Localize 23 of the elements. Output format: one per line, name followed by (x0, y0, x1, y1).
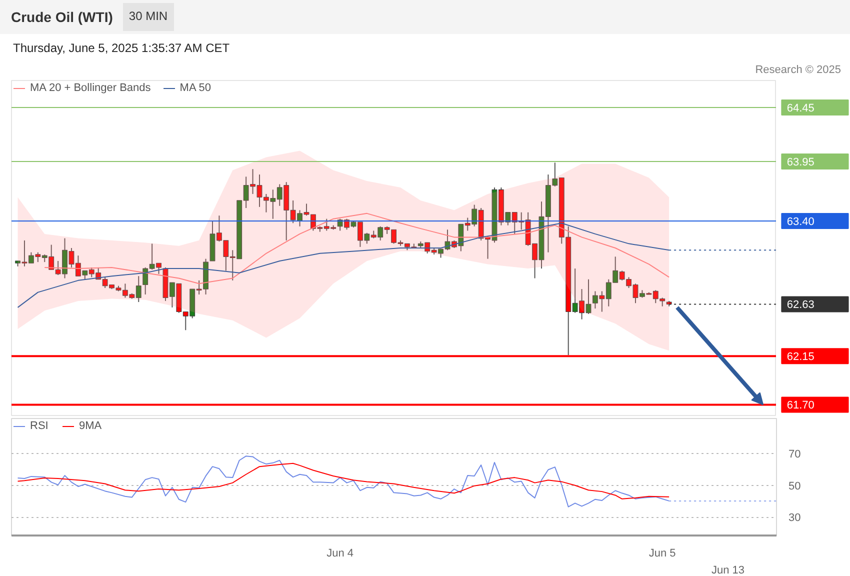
legend-label: 9MA (79, 420, 102, 432)
chart-subtitle: Thursday, June 5, 2025 1:35:37 AM CET (12, 40, 231, 57)
y-tick-label: 63.40 (786, 216, 814, 228)
x-tick-label: Jun 4 (326, 548, 354, 560)
y-tick-label: 62.15 (786, 351, 814, 364)
chart-title: Crude Oil (WTI) (11, 8, 113, 27)
text: 30 MIN (122, 3, 174, 31)
y-tick-label: 50 (788, 480, 801, 492)
text: Jun 13 (712, 564, 745, 576)
y-tick-label: 62.63 (786, 299, 814, 312)
y-tick-label: 64.45 (786, 102, 814, 115)
line-series (17, 462, 670, 500)
legend-label: MA 20 + Bollinger Bands (30, 82, 151, 94)
line-series (17, 456, 670, 508)
line-series (44, 212, 670, 284)
y-tick-label: 70 (788, 448, 801, 461)
y-tick-label: 30 (788, 512, 801, 524)
y-tick-label: 61.70 (786, 400, 814, 412)
y-tick-label: 63.95 (786, 156, 814, 169)
text: Research © 2025 (754, 63, 842, 78)
legend-label: MA 50 (180, 82, 211, 94)
legend-label: RSI (30, 420, 50, 432)
x-tick-label: Jun 5 (648, 548, 676, 560)
